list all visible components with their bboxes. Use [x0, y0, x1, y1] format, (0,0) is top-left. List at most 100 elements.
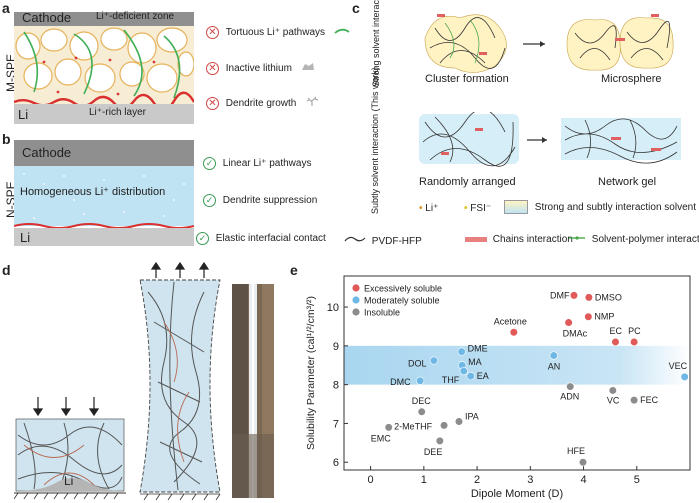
point-2-methf — [439, 421, 449, 430]
point-label-vec: VEC — [669, 361, 688, 371]
legend-solvent: Strong and subtly interaction solvent — [504, 200, 696, 214]
point-dmc — [416, 376, 425, 385]
point-label-nmp: NMP — [594, 312, 614, 322]
y-tick-label: 7 — [333, 418, 339, 430]
legend-fsi: • FSI⁻ — [464, 203, 492, 214]
check-circle-icon: ✓ — [203, 157, 216, 170]
li-dots — [23, 173, 185, 219]
point-label-ipa: IPA — [465, 412, 479, 422]
n-spe-diagram — [14, 140, 194, 246]
point-thf — [459, 366, 468, 376]
point-label-dme: DME — [468, 344, 488, 354]
point-label-2-methf: 2-MeTHF — [394, 421, 433, 431]
panel-c-label: c — [352, 0, 360, 16]
point-fec — [630, 396, 639, 405]
point-dol — [429, 356, 439, 365]
legend-marker-2 — [352, 308, 360, 316]
stretch-arrows — [150, 262, 210, 278]
point-label-vc: VC — [607, 395, 620, 405]
cathode-layer — [14, 12, 194, 26]
point-label-dol: DOL — [408, 359, 427, 369]
point-pc — [630, 337, 639, 347]
point-an — [549, 351, 558, 360]
legend-chains: Chains interaction — [465, 234, 573, 245]
cluster-diagram — [424, 14, 674, 73]
x-tick-label: 0 — [368, 474, 374, 486]
point-label-dmf: DMF — [550, 290, 570, 300]
microsphere-label: Microsphere — [601, 73, 662, 85]
legend-marker-1 — [352, 296, 360, 304]
point-label-acetone: Acetone — [494, 316, 527, 326]
point-ec — [611, 337, 620, 347]
b-li-label: Li — [20, 230, 31, 245]
point-acetone — [509, 328, 518, 337]
x-tick-label: 1 — [421, 474, 427, 486]
random-label: Randomly arranged — [419, 176, 516, 188]
panel-e-label: e — [290, 262, 298, 278]
moderate-band — [344, 345, 690, 385]
y-tick-label: 9 — [333, 341, 339, 353]
point-label-adn: ADN — [560, 392, 579, 402]
point-label-emc: EMC — [371, 433, 392, 443]
legend-solvent-polymer: Solvent-polymer interaction — [568, 234, 699, 245]
legend-marker-0 — [352, 284, 360, 292]
li-dot-icon: • — [419, 203, 423, 214]
point-label-dec: DEC — [412, 396, 432, 406]
network-diagram — [419, 112, 681, 167]
point-label-pc: PC — [628, 326, 641, 336]
point-dmso — [584, 293, 593, 302]
interface-line — [14, 223, 194, 229]
stretch-diagram — [139, 262, 221, 501]
gel-photo — [232, 284, 274, 498]
point-label-hfe: HFE — [567, 446, 585, 456]
point-label-dmso: DMSO — [595, 292, 622, 302]
point-label-dmac: DMAc — [563, 329, 588, 339]
point-dmac — [564, 318, 573, 327]
check-circle-icon: ✓ — [196, 232, 209, 245]
plot-frame — [343, 275, 691, 471]
cluster-label: Cluster formation — [425, 73, 509, 85]
b-legend-dendrite: ✓ Dendrite suppression — [203, 194, 317, 207]
point-dec — [417, 407, 426, 416]
point-label-thf: THF — [442, 375, 460, 385]
x-axis-label: Dipole Moment (D) — [471, 488, 563, 500]
solubility-chart: 0 1 2 3 4 5 6 7 8 9 10 Dipole Moment (D) Solubility … — [305, 275, 691, 500]
b-legend-elastic: ✓ Elastic interfacial contact — [196, 232, 326, 245]
a-rich-label: Li⁺-rich layer — [89, 107, 146, 118]
point-label-an: AN — [548, 362, 561, 372]
panel-b-label: b — [2, 131, 11, 147]
point-emc — [384, 423, 393, 432]
point-label-ec: EC — [609, 326, 622, 336]
point-ea — [466, 372, 475, 381]
legend-li: • Li⁺ — [419, 203, 439, 214]
point-hfe — [578, 458, 588, 467]
d-li-label: Li — [64, 474, 74, 488]
point-label-dee: DEE — [424, 447, 443, 457]
point-dme — [457, 347, 466, 356]
network-label: Network gel — [598, 176, 657, 188]
point-ipa — [454, 417, 464, 426]
y-tick-label: 6 — [333, 457, 339, 469]
y-tick-label: 10 — [327, 302, 339, 314]
press-diagram — [14, 397, 126, 500]
point-label-ma: MA — [468, 357, 482, 367]
ground-hatch-2 — [140, 493, 221, 501]
x-circle-icon: ✕ — [206, 62, 219, 75]
b-homogeneous-label: Homogeneous Li⁺ distribution — [20, 186, 166, 198]
y-axis-label: Solubility Parameter (cal¹/²/cm³/²) — [305, 296, 317, 450]
li-dots — [42, 56, 156, 96]
legend-label-2: Insoluble — [364, 308, 400, 318]
press-arrows — [32, 397, 100, 417]
dendrite-icon — [306, 96, 319, 106]
m-spe-diagram — [14, 12, 194, 124]
green-path-icon — [334, 28, 350, 34]
cathode-layer — [14, 140, 194, 166]
point-label-dmc: DMC — [390, 377, 411, 387]
point-vc — [608, 386, 617, 395]
subtle-solvent-label: Subtly solvent interaction (This work) — [370, 66, 380, 214]
inactive-lithium-icon — [301, 63, 314, 70]
chain-bar-icon — [465, 236, 487, 242]
x-tick-label: 2 — [474, 474, 480, 486]
sp-line-icon — [569, 236, 585, 240]
pvdf-line-icon — [344, 236, 366, 242]
